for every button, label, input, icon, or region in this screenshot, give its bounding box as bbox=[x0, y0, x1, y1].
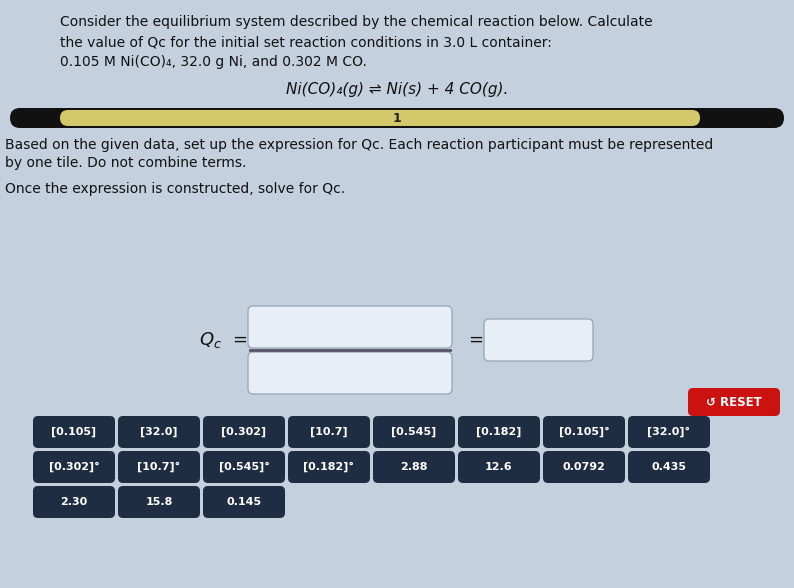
FancyBboxPatch shape bbox=[10, 108, 784, 128]
Text: 0.0792: 0.0792 bbox=[563, 462, 606, 472]
Text: 12.6: 12.6 bbox=[485, 462, 513, 472]
FancyBboxPatch shape bbox=[203, 486, 285, 518]
Text: [0.182]: [0.182] bbox=[476, 427, 522, 437]
FancyBboxPatch shape bbox=[628, 451, 710, 483]
FancyBboxPatch shape bbox=[373, 451, 455, 483]
Text: the value of Qc for the initial set reaction conditions in 3.0 L container:: the value of Qc for the initial set reac… bbox=[60, 35, 552, 49]
Text: [0.302]: [0.302] bbox=[222, 427, 267, 437]
Text: 1: 1 bbox=[392, 112, 402, 125]
FancyBboxPatch shape bbox=[288, 416, 370, 448]
Text: 2.30: 2.30 bbox=[60, 497, 87, 507]
FancyBboxPatch shape bbox=[248, 352, 452, 394]
Text: [0.105]: [0.105] bbox=[52, 427, 97, 437]
Text: =: = bbox=[468, 331, 483, 349]
FancyBboxPatch shape bbox=[458, 451, 540, 483]
Text: 15.8: 15.8 bbox=[145, 497, 172, 507]
Text: Consider the equilibrium system described by the chemical reaction below. Calcul: Consider the equilibrium system describe… bbox=[60, 15, 653, 29]
FancyBboxPatch shape bbox=[33, 486, 115, 518]
Text: [10.7]: [10.7] bbox=[310, 427, 348, 437]
FancyBboxPatch shape bbox=[628, 416, 710, 448]
FancyBboxPatch shape bbox=[33, 416, 115, 448]
Text: [0.302]°: [0.302]° bbox=[48, 462, 99, 472]
FancyBboxPatch shape bbox=[203, 451, 285, 483]
FancyBboxPatch shape bbox=[118, 416, 200, 448]
Text: 0.435: 0.435 bbox=[652, 462, 687, 472]
FancyBboxPatch shape bbox=[33, 451, 115, 483]
FancyBboxPatch shape bbox=[118, 486, 200, 518]
Text: 0.145: 0.145 bbox=[226, 497, 261, 507]
FancyBboxPatch shape bbox=[543, 416, 625, 448]
Text: [0.545]°: [0.545]° bbox=[218, 462, 269, 472]
Text: ↺ RESET: ↺ RESET bbox=[706, 396, 762, 409]
Text: [0.545]: [0.545] bbox=[391, 427, 437, 437]
Text: by one tile. Do not combine terms.: by one tile. Do not combine terms. bbox=[5, 156, 246, 170]
FancyBboxPatch shape bbox=[118, 451, 200, 483]
FancyBboxPatch shape bbox=[288, 451, 370, 483]
Text: Once the expression is constructed, solve for Qc.: Once the expression is constructed, solv… bbox=[5, 182, 345, 196]
Text: [0.182]°: [0.182]° bbox=[303, 462, 354, 472]
FancyBboxPatch shape bbox=[458, 416, 540, 448]
FancyBboxPatch shape bbox=[203, 416, 285, 448]
FancyBboxPatch shape bbox=[60, 110, 700, 126]
FancyBboxPatch shape bbox=[688, 388, 780, 416]
Text: Based on the given data, set up the expression for Qc. Each reaction participant: Based on the given data, set up the expr… bbox=[5, 138, 713, 152]
FancyBboxPatch shape bbox=[373, 416, 455, 448]
FancyBboxPatch shape bbox=[248, 306, 452, 348]
Text: Ni(CO)₄(g) ⇌ Ni(s) + 4 CO(g).: Ni(CO)₄(g) ⇌ Ni(s) + 4 CO(g). bbox=[286, 82, 508, 97]
Text: $Q_c$: $Q_c$ bbox=[199, 330, 222, 350]
FancyBboxPatch shape bbox=[484, 319, 593, 361]
FancyBboxPatch shape bbox=[543, 451, 625, 483]
Text: [32.0]°: [32.0]° bbox=[647, 427, 691, 437]
Text: [32.0]: [32.0] bbox=[141, 427, 178, 437]
Text: 2.88: 2.88 bbox=[400, 462, 428, 472]
Text: [0.105]°: [0.105]° bbox=[559, 427, 609, 437]
Text: 0.105 M Ni(CO)₄, 32.0 g Ni, and 0.302 M CO.: 0.105 M Ni(CO)₄, 32.0 g Ni, and 0.302 M … bbox=[60, 55, 367, 69]
Text: =: = bbox=[232, 331, 247, 349]
Text: [10.7]°: [10.7]° bbox=[137, 462, 180, 472]
